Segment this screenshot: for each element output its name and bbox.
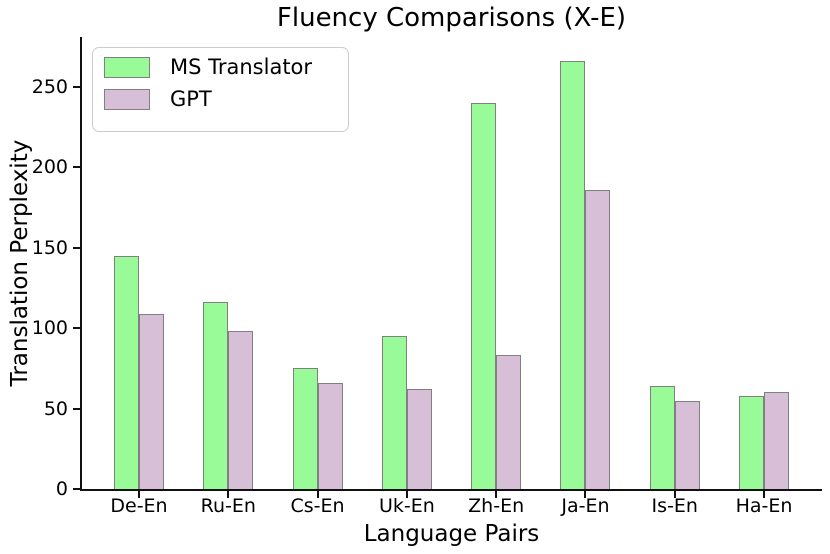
y-tick-mark	[73, 166, 80, 169]
x-tick-mark	[763, 491, 765, 498]
bar-gpt-ru-en	[228, 331, 254, 489]
bar-gpt-is-en	[674, 400, 700, 489]
x-tick-label: Ru-En	[200, 495, 256, 517]
y-tick-label: 50	[43, 397, 68, 420]
x-tick-label: Ha-En	[735, 495, 793, 517]
legend-item-gpt: GPT	[104, 88, 348, 110]
bar-gpt-uk-en	[406, 389, 432, 489]
x-tick-label: Cs-En	[290, 495, 345, 517]
legend-label-gpt: GPT	[170, 87, 212, 111]
chart-title: Fluency Comparisons (X-E)	[276, 3, 627, 33]
x-tick-mark	[227, 491, 230, 498]
legend-swatch-ms-translator	[104, 56, 150, 78]
bar-gpt-ha-en	[764, 392, 789, 489]
y-tick-label: 250	[31, 75, 68, 98]
x-axis-label: Language Pairs	[363, 521, 540, 547]
bar-ms-translator-zh-en	[471, 102, 497, 489]
y-tick-label: 100	[31, 317, 68, 340]
x-tick-label: Uk-En	[378, 495, 435, 517]
bar-ms-translator-is-en	[649, 386, 675, 489]
y-tick-label: 150	[31, 236, 68, 259]
x-tick-mark	[138, 491, 140, 498]
x-tick-label: Is-En	[651, 495, 698, 517]
bar-gpt-cs-en	[317, 382, 343, 489]
x-axis-line	[80, 489, 822, 491]
x-tick-mark	[495, 491, 498, 498]
y-tick-mark	[73, 85, 80, 88]
y-tick-label: 0	[55, 478, 68, 500]
legend-label-ms-translator: MS Translator	[170, 55, 313, 79]
legend: MS Translator GPT	[92, 47, 349, 132]
bar-ms-translator-de-en	[114, 255, 139, 489]
x-tick-mark	[584, 491, 587, 498]
x-tick-mark	[405, 491, 408, 498]
y-tick-label: 200	[31, 156, 68, 179]
bar-gpt-ja-en	[585, 189, 611, 489]
y-tick-mark	[73, 327, 80, 330]
x-tick-label: De-En	[110, 495, 168, 517]
legend-swatch-gpt	[104, 88, 150, 110]
x-tick-mark	[673, 491, 676, 498]
y-tick-mark	[73, 488, 80, 490]
bar-ms-translator-ha-en	[739, 395, 764, 489]
y-tick-mark	[73, 246, 80, 249]
x-tick-label: Zh-En	[468, 495, 525, 517]
bar-ms-translator-uk-en	[381, 336, 407, 489]
bar-ms-translator-ru-en	[203, 302, 229, 489]
bar-gpt-de-en	[139, 313, 164, 489]
y-axis-line	[80, 37, 82, 491]
y-tick-mark	[73, 407, 80, 410]
bar-ms-translator-ja-en	[560, 61, 586, 489]
bar-gpt-zh-en	[496, 355, 522, 489]
legend-item-ms-translator: MS Translator	[104, 56, 348, 78]
bar-ms-translator-cs-en	[292, 368, 318, 489]
x-tick-mark	[316, 491, 319, 498]
x-tick-label: Ja-En	[561, 495, 610, 517]
